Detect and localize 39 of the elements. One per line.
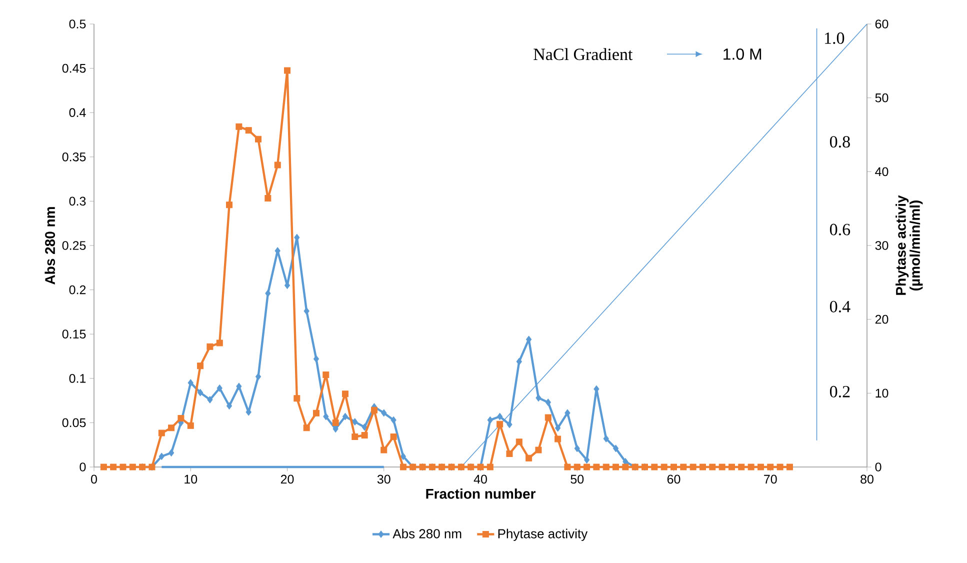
x-tick-label: 60	[667, 474, 680, 484]
y2-tick-label: 30	[875, 241, 888, 250]
y-tick-label: 0.2	[69, 285, 86, 294]
x-tick-label: 80	[860, 474, 874, 484]
y2-axis-title: Phytase activiy (µmol/min/ml)	[896, 195, 923, 295]
x-tick-label: 0	[91, 474, 97, 484]
annotation: 0.4	[830, 300, 850, 312]
y-tick-label: 0.45	[62, 64, 86, 73]
y-tick-label: 0.15	[62, 330, 86, 339]
x-tick-label: 10	[184, 474, 198, 484]
x-axis-title: Fraction number	[426, 488, 536, 499]
y2-tick-label: 40	[875, 167, 888, 176]
y2-tick-label: 60	[875, 20, 888, 28]
y2-tick-label: 0	[875, 462, 882, 472]
y-tick-label: 0.4	[69, 108, 86, 118]
legend-label: Phytase activity	[498, 528, 588, 541]
y-tick-label: 0.25	[62, 241, 86, 250]
annotation: 0.6	[830, 224, 850, 236]
legend-label: Abs 280 nm	[392, 528, 462, 538]
x-tick-label: 20	[280, 474, 294, 484]
x-tick-label: 30	[377, 474, 390, 484]
y-axis-title: Abs 280 nm	[44, 207, 56, 284]
annotation: 0.8	[830, 136, 850, 148]
y-tick-label: 0.3	[69, 196, 86, 206]
y2-tick-label: 50	[875, 93, 888, 102]
y-tick-label: 0	[80, 462, 86, 472]
x-tick-label: 40	[474, 474, 487, 484]
y2-tick-label: 10	[876, 388, 888, 398]
x-tick-label: 50	[570, 474, 584, 484]
y-tick-label: 0.1	[69, 374, 86, 383]
annotation: NaCl Gradient	[534, 48, 633, 60]
y-tick-label: 0.05	[62, 418, 86, 428]
x-tick-label: 70	[764, 474, 777, 484]
y2-tick-label: 20	[875, 314, 888, 324]
y-tick-label: 0.35	[62, 152, 86, 162]
annotation: 0.2	[830, 386, 850, 398]
annotation: 1.0 M	[724, 48, 762, 60]
y-tick-label: 0.5	[69, 20, 86, 28]
annotation: 1.0	[825, 32, 844, 44]
